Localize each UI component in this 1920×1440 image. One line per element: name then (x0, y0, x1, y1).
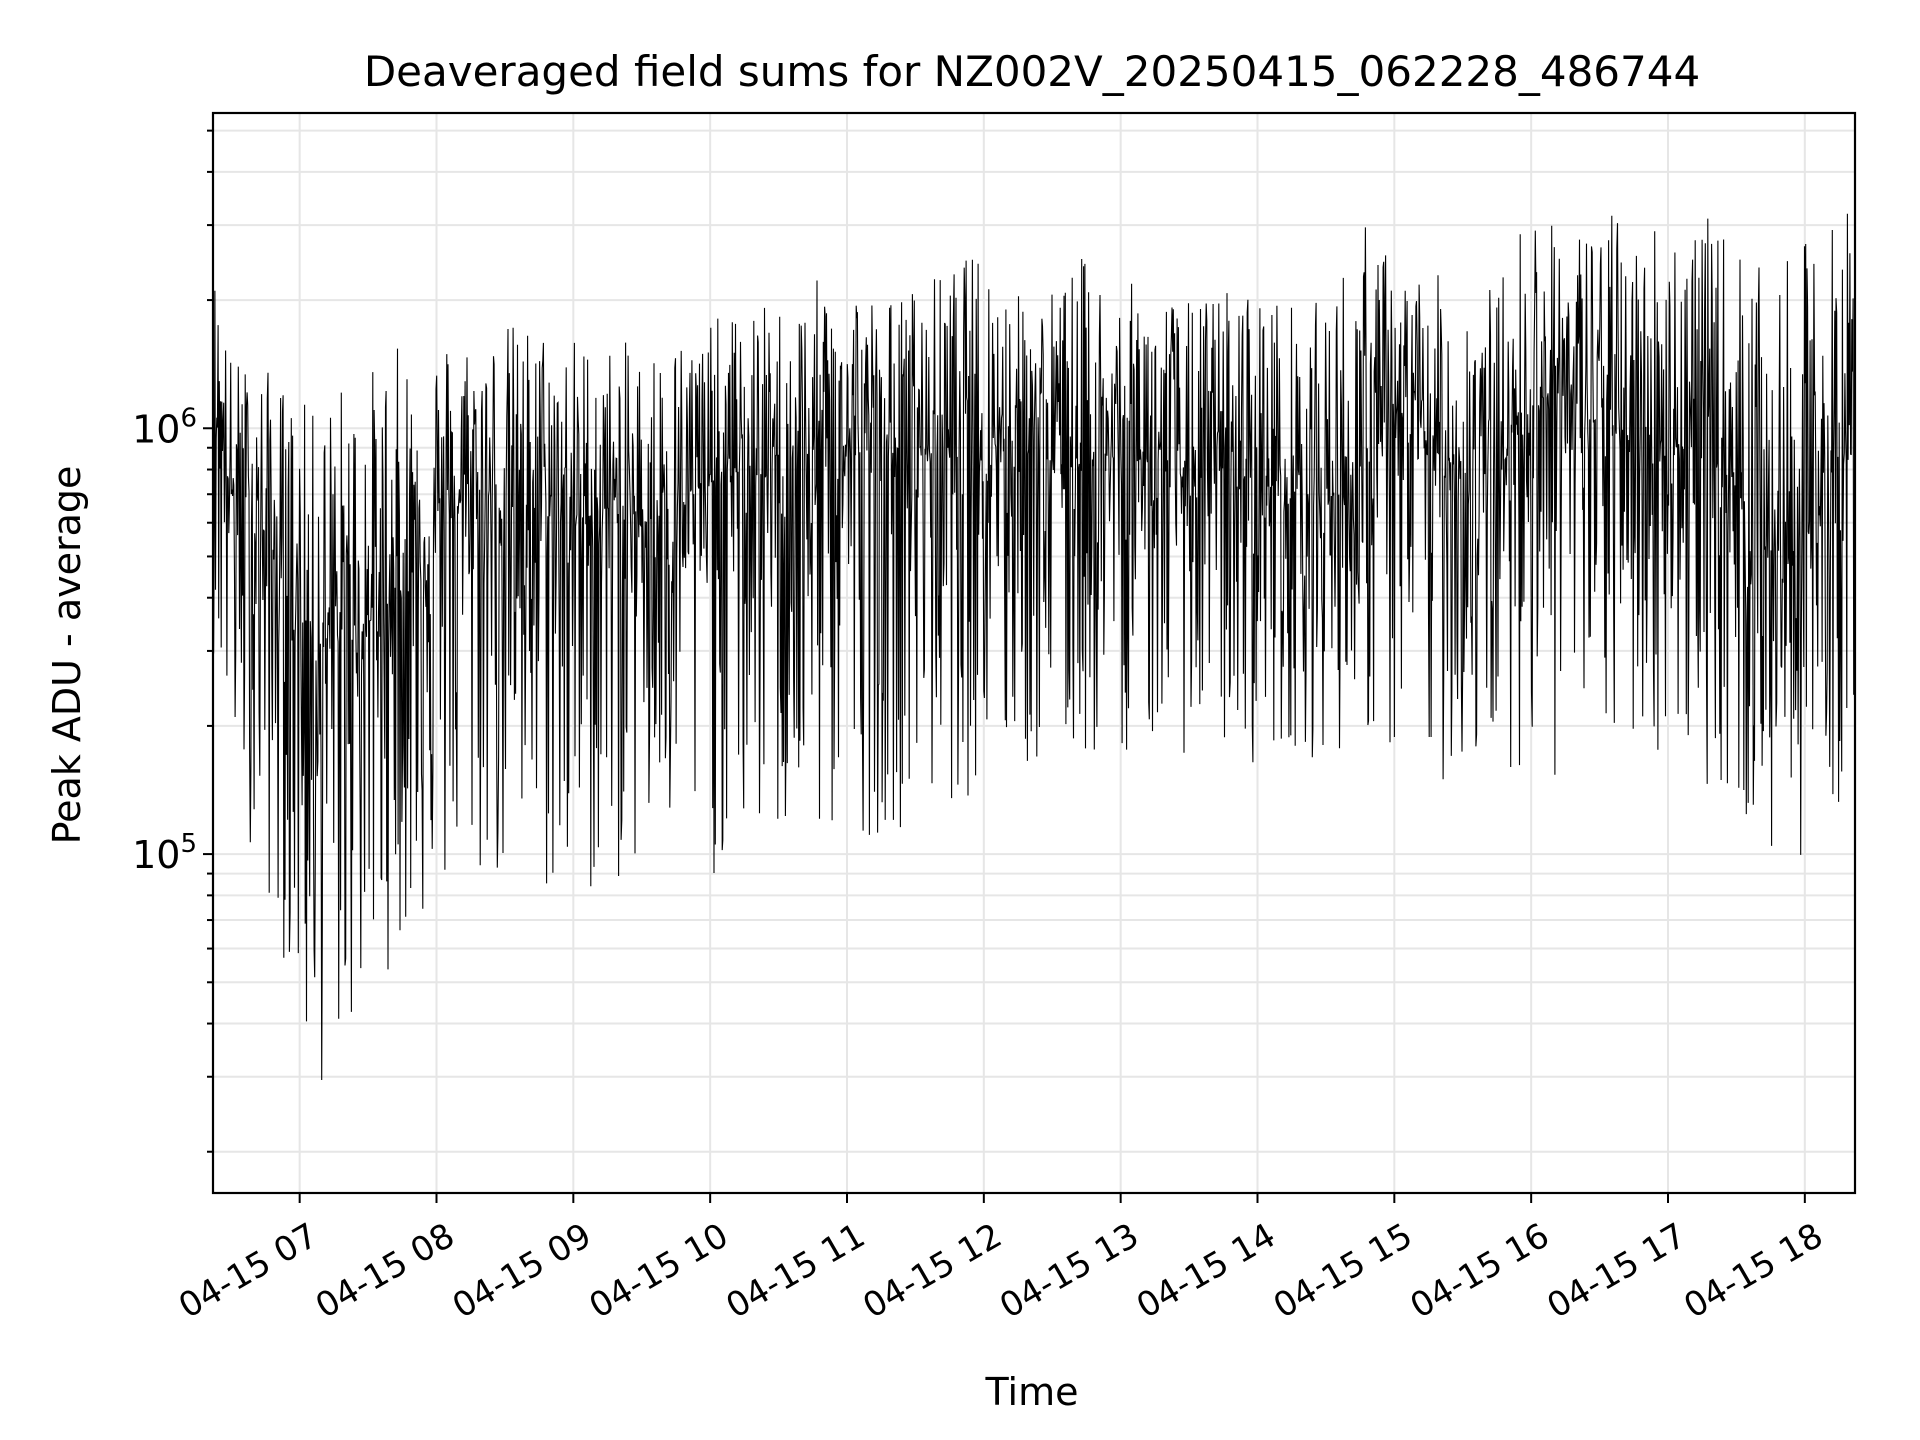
series-line (212, 213, 1856, 1081)
data-series (212, 213, 1856, 1081)
x-axis-label: Time (985, 1370, 1079, 1414)
y-axis: 105 106 (132, 129, 213, 1153)
y-axis-label: Peak ADU - average (45, 466, 89, 845)
plot-frame (211, 111, 1857, 1195)
y-tick-label: 106 (132, 403, 197, 451)
chart-title: Deaveraged field sums for NZ002V_2025041… (364, 47, 1700, 96)
y-tick-label: 105 (132, 829, 197, 877)
